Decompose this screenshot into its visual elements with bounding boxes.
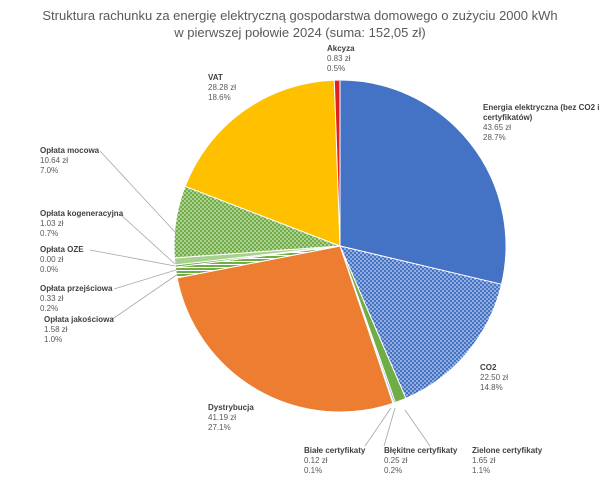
data-label-percent-7: 0.2%	[40, 304, 58, 313]
data-label-value-5: 41.19 zł	[208, 413, 236, 422]
data-label-6: Opłata jakościowa 1.58 zł 1.0%	[44, 315, 114, 344]
data-label-name-1-0: CO2	[480, 363, 497, 372]
leader-line-8	[89, 249, 176, 267]
data-label-percent-11: 18.6%	[208, 93, 231, 102]
data-label-percent-6: 1.0%	[44, 335, 62, 344]
data-label-8: Opłata OZE 0.00 zł 0.0%	[40, 245, 84, 274]
data-label-name-11-0: VAT	[208, 73, 223, 82]
data-label-value-12: 0.83 zł	[327, 54, 351, 63]
leader-line-7	[113, 269, 177, 290]
data-label-7: Opłata przejściowa 0.33 zł 0.2%	[40, 284, 113, 313]
data-label-percent-1: 14.8%	[480, 383, 503, 392]
chart-title-line2: w pierwszej połowie 2024 (suma: 152,05 z…	[173, 25, 425, 40]
data-label-name-12-0: Akcyza	[327, 44, 355, 53]
data-label-value-2: 1.65 zł	[472, 456, 496, 465]
data-label-9: Opłata kogeneracyjna 1.03 zł 0.7%	[40, 209, 124, 238]
data-label-percent-12: 0.5%	[327, 64, 345, 73]
data-label-name-6-0: Opłata jakościowa	[44, 315, 114, 324]
data-label-name-3-0: Błękitne certyfikaty	[384, 446, 458, 455]
data-label-value-0: 43.65 zł	[483, 123, 511, 132]
data-label-12: Akcyza 0.83 zł 0.5%	[327, 44, 355, 73]
data-label-name-9-0: Opłata kogeneracyjna	[40, 209, 124, 218]
data-label-value-8: 0.00 zł	[40, 255, 64, 264]
leader-line-12	[338, 79, 341, 83]
leader-line-6	[110, 273, 179, 321]
data-label-percent-5: 27.1%	[208, 423, 231, 432]
pie-slice-11	[184, 79, 341, 247]
data-label-1: CO2 22.50 zł 14.8%	[480, 363, 508, 392]
data-label-name-0-0: Energia elektryczna (bez CO2 i	[483, 103, 600, 112]
leader-line-2	[404, 409, 431, 447]
data-label-2: Zielone certyfikaty 1.65 zł 1.1%	[472, 446, 543, 475]
data-label-value-10: 10.64 zł	[40, 156, 68, 165]
data-label-name-2-0: Zielone certyfikaty	[472, 446, 543, 455]
data-label-percent-10: 7.0%	[40, 166, 58, 175]
leader-line-4	[364, 407, 392, 447]
data-label-name-8-0: Opłata OZE	[40, 245, 84, 254]
leader-lines	[89, 79, 431, 447]
data-label-name-4-0: Białe certyfikaty	[304, 446, 366, 455]
data-label-percent-0: 28.7%	[483, 133, 506, 142]
data-label-4: Białe certyfikaty 0.12 zł 0.1%	[304, 446, 366, 475]
data-label-value-11: 28.28 zł	[208, 83, 236, 92]
data-label-value-9: 1.03 zł	[40, 219, 64, 228]
data-label-name-7-0: Opłata przejściowa	[40, 284, 113, 293]
data-label-value-6: 1.58 zł	[44, 325, 68, 334]
data-label-value-3: 0.25 zł	[384, 456, 408, 465]
data-label-value-4: 0.12 zł	[304, 456, 328, 465]
data-label-name-10-0: Opłata mocowa	[40, 146, 100, 155]
pie-slice-0	[339, 79, 507, 285]
data-label-0: Energia elektryczna (bez CO2 i certyfikat…	[483, 103, 600, 142]
data-label-3: Błękitne certyfikaty 0.25 zł 0.2%	[384, 446, 458, 475]
pie-slice-1	[339, 245, 503, 400]
leader-line-10	[99, 150, 176, 233]
data-labels: Energia elektryczna (bez CO2 i certyfikat…	[40, 44, 600, 475]
data-label-name-5-0: Dystrybucja	[208, 403, 254, 412]
data-label-percent-2: 1.1%	[472, 466, 490, 475]
data-label-percent-8: 0.0%	[40, 265, 58, 274]
data-label-5: Dystrybucja 41.19 zł 27.1%	[208, 403, 254, 432]
data-label-value-1: 22.50 zł	[480, 373, 508, 382]
pie-slices	[173, 79, 507, 413]
leader-line-3	[383, 407, 396, 447]
data-label-11: VAT 28.28 zł 18.6%	[208, 73, 236, 102]
chart-title-line1: Struktura rachunku za energię elektryczn…	[42, 8, 557, 23]
data-label-value-7: 0.33 zł	[40, 294, 64, 303]
data-label-percent-4: 0.1%	[304, 466, 322, 475]
data-label-percent-9: 0.7%	[40, 229, 58, 238]
data-label-10: Opłata mocowa 10.64 zł 7.0%	[40, 146, 100, 175]
data-label-name-0-1: certyfikatów)	[483, 113, 533, 122]
leader-line-9	[119, 213, 176, 265]
data-label-percent-3: 0.2%	[384, 466, 402, 475]
pie-slice-5	[176, 245, 394, 413]
